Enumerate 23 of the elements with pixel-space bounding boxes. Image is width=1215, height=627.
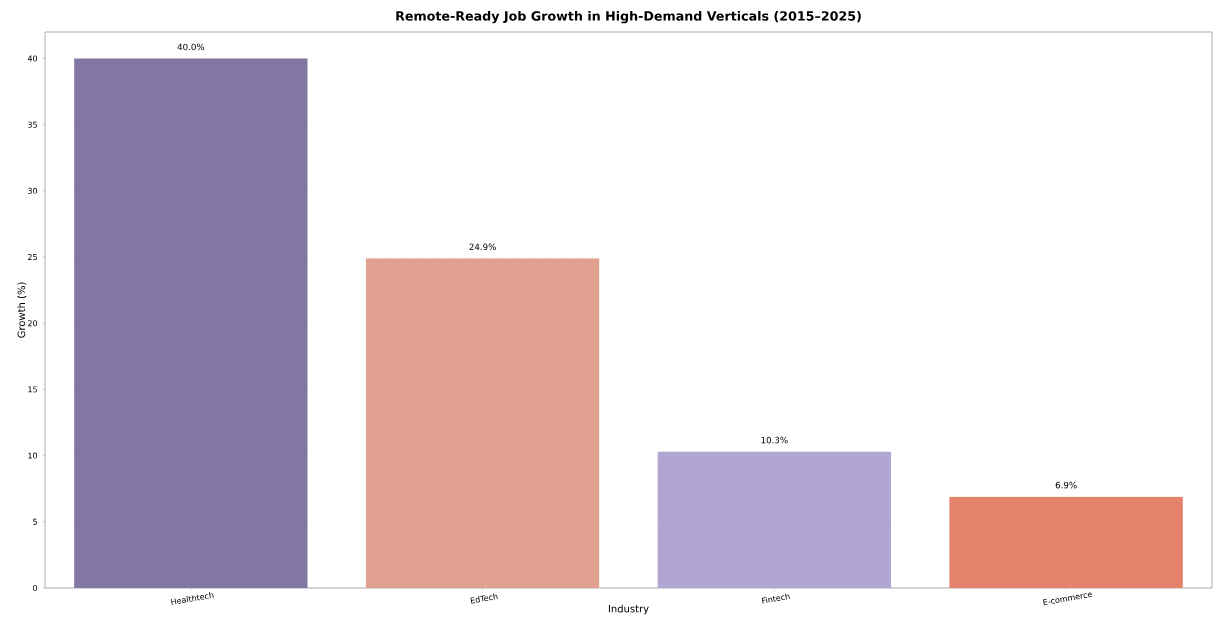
x-tick-label: Healthtech bbox=[170, 592, 214, 605]
y-tick-label: 40 bbox=[27, 55, 38, 62]
data-label: 10.3% bbox=[761, 436, 788, 444]
y-tick-label: 15 bbox=[28, 386, 37, 393]
bar bbox=[365, 258, 600, 588]
data-label: 24.9% bbox=[469, 243, 496, 251]
bar bbox=[74, 58, 308, 588]
data-label: 40.0% bbox=[177, 43, 205, 51]
data-label: 6.9% bbox=[1055, 481, 1077, 489]
chart-title: Remote-Ready Job Growth in High-Demand Verticals (2015–2025) bbox=[396, 10, 861, 24]
y-tick-label: 20 bbox=[28, 320, 38, 327]
y-tick-label: 10 bbox=[28, 452, 38, 459]
y-tick-label: 25 bbox=[28, 254, 37, 261]
y-tick-label: 30 bbox=[28, 187, 38, 194]
bar bbox=[949, 496, 1183, 588]
y-axis-title: Growth (%) bbox=[17, 282, 27, 338]
x-tick-label: Fintech bbox=[761, 593, 790, 604]
y-tick-label: 35 bbox=[28, 121, 37, 128]
bar bbox=[657, 451, 892, 588]
y-tick-label: 0 bbox=[33, 584, 38, 591]
x-tick-label: EdTech bbox=[470, 593, 498, 604]
x-axis-title: Industry bbox=[608, 604, 649, 615]
y-tick-label: 5 bbox=[33, 518, 37, 525]
